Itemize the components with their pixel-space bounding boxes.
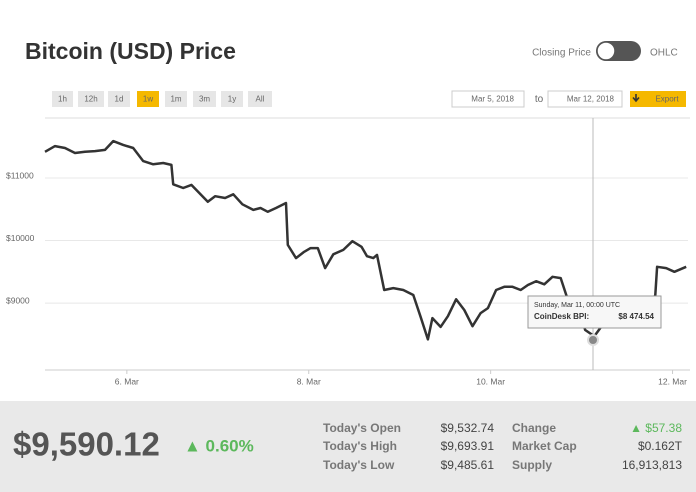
export-button[interactable]	[630, 91, 686, 107]
range-button-label: 12h	[84, 95, 97, 104]
range-button[interactable]	[78, 91, 104, 107]
toggle-knob	[596, 41, 616, 61]
range-button-label: 1h	[58, 95, 67, 104]
date-to[interactable]	[547, 90, 623, 108]
y-tick-label: $10000	[6, 233, 35, 243]
toggle-right-label: OHLC	[650, 48, 678, 59]
stat-value: $9,532.74	[441, 421, 495, 435]
date-to-label: to	[535, 94, 544, 105]
hover-point	[587, 334, 599, 346]
stat-label: Market Cap	[512, 439, 577, 453]
stat-value: 16,913,813	[622, 458, 682, 472]
x-tick-label: 12. Mar	[658, 376, 687, 386]
date-from[interactable]	[451, 90, 525, 108]
stat-value: $9,485.61	[441, 458, 495, 472]
date-from-text: Mar 5, 2018	[471, 95, 514, 104]
range-button-label: 1m	[170, 95, 181, 104]
tooltip	[527, 295, 662, 329]
export-text: Export	[655, 95, 679, 104]
stat-label: Today's High	[323, 439, 397, 453]
range-button-label: 1d	[115, 95, 124, 104]
range-button-label: 1y	[228, 95, 236, 104]
range-button[interactable]	[221, 91, 243, 107]
stat-label: Today's Open	[323, 421, 401, 435]
stat-label: Supply	[512, 458, 552, 472]
x-tick-label: 8. Mar	[297, 376, 321, 386]
range-button[interactable]	[165, 91, 187, 107]
range-button-label: 3m	[199, 95, 210, 104]
range-button-label: 1w	[143, 95, 153, 104]
change-percent: ▲ 0.60%	[184, 436, 254, 455]
stats-table: Today's Open $9,532.74 Change ▲ $57.38 Today…	[323, 421, 683, 472]
range-button[interactable]	[248, 91, 272, 107]
stat-value: $9,693.91	[441, 439, 495, 453]
y-tick-label: $9000	[6, 295, 30, 305]
export-icon	[632, 94, 640, 103]
stats-panel	[0, 401, 696, 492]
tooltip-date: Sunday, Mar 11, 00:00 UTC	[534, 302, 620, 309]
stat-value: $0.162T	[638, 439, 683, 453]
x-tick-label: 6. Mar	[115, 376, 139, 386]
stat-value: ▲ $57.38	[630, 421, 682, 435]
date-to-text: Mar 12, 2018	[567, 95, 615, 104]
title: Bitcoin (USD) Price	[25, 38, 236, 64]
stat-label: Today's Low	[323, 458, 395, 472]
price: $9,590.12	[13, 426, 160, 463]
tooltip-label: CoinDesk BPI:	[534, 312, 589, 321]
range-button[interactable]	[193, 91, 216, 107]
range-button[interactable]	[52, 91, 73, 107]
stat-label: Change	[512, 421, 556, 435]
x-tick-label: 10. Mar	[476, 376, 505, 386]
tooltip-value: $8 474.54	[618, 312, 654, 321]
y-tick-label: $11000	[6, 170, 34, 180]
range-button-label: All	[256, 95, 265, 104]
range-button[interactable]	[137, 91, 159, 107]
toggle-left-label: Closing Price	[532, 48, 591, 59]
range-button[interactable]	[108, 91, 130, 107]
